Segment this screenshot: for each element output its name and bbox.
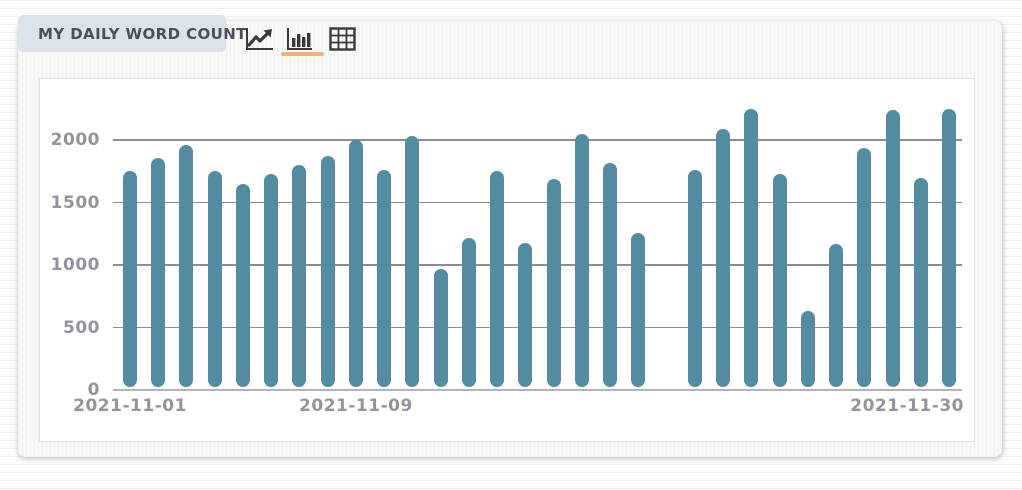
bar-2021-11-10[interactable] xyxy=(377,170,392,387)
bar-2021-11-04[interactable] xyxy=(207,171,222,387)
bar-2021-11-27[interactable] xyxy=(857,147,872,387)
bar-chart-icon[interactable] xyxy=(284,26,318,54)
bar-2021-11-09[interactable] xyxy=(348,140,363,387)
bar-2021-11-21[interactable] xyxy=(687,170,702,387)
bar-2021-11-12[interactable] xyxy=(433,268,448,387)
bar-2021-11-28[interactable] xyxy=(885,110,900,387)
chart-panel: 0 500 1000 1500 2000 2021-11-01 2021-11-09 2021… xyxy=(39,78,975,442)
bar-2021-11-11[interactable] xyxy=(405,136,420,387)
y-tick-label: 2000 xyxy=(50,130,100,150)
bar-2021-11-23[interactable] xyxy=(744,108,759,387)
bar-2021-11-13[interactable] xyxy=(461,237,476,387)
y-tick-label: 0 xyxy=(87,380,100,400)
bar-2021-11-29[interactable] xyxy=(913,177,928,387)
x-tick-label: 2021-11-09 xyxy=(299,396,413,416)
gridline xyxy=(113,264,962,266)
x-axis-baseline xyxy=(113,389,962,391)
bar-2021-11-26[interactable] xyxy=(829,243,844,387)
y-tick-label: 1500 xyxy=(50,192,100,213)
bar-2021-11-06[interactable] xyxy=(264,173,279,387)
bar-2021-11-07[interactable] xyxy=(292,165,307,387)
y-tick-label: 1000 xyxy=(50,255,100,275)
bar-2021-11-08[interactable] xyxy=(320,156,335,387)
gridline xyxy=(113,326,962,329)
bar-2021-11-15[interactable] xyxy=(518,242,533,387)
active-tab-underline xyxy=(281,52,324,56)
bar-2021-11-30[interactable] xyxy=(942,108,956,387)
bar-2021-11-22[interactable] xyxy=(716,128,731,387)
bar-2021-11-16[interactable] xyxy=(546,178,561,387)
bar-2021-11-25[interactable] xyxy=(800,311,815,387)
tab-my-daily-word-count[interactable]: MY DAILY WORD COUNT xyxy=(18,15,246,52)
bar-2021-11-17[interactable] xyxy=(574,133,589,387)
bar-2021-11-01[interactable] xyxy=(123,171,137,387)
word-count-widget: MY DAILY WORD COUNT xyxy=(18,15,1002,457)
daily-word-count-bar-chart: 0 500 1000 1500 2000 2021-11-01 2021-11-09 2021… xyxy=(39,78,975,442)
bar-2021-11-24[interactable] xyxy=(772,173,787,387)
bar-2021-11-18[interactable] xyxy=(603,162,618,387)
bar-2021-11-03[interactable] xyxy=(179,145,194,387)
bar-2021-11-19[interactable] xyxy=(631,232,646,387)
y-tick-label: 500 xyxy=(63,317,100,338)
x-tick-label: 2021-11-01 xyxy=(73,396,187,416)
table-icon[interactable] xyxy=(329,27,363,55)
x-tick-label: 2021-11-30 xyxy=(850,396,964,416)
gridline xyxy=(113,201,962,204)
line-chart-icon[interactable] xyxy=(243,26,277,54)
bar-2021-11-02[interactable] xyxy=(151,157,166,387)
gridline xyxy=(113,139,962,141)
tab-label: MY DAILY WORD COUNT xyxy=(38,24,247,43)
bar-2021-11-14[interactable] xyxy=(490,171,505,387)
bar-2021-11-05[interactable] xyxy=(235,183,250,387)
